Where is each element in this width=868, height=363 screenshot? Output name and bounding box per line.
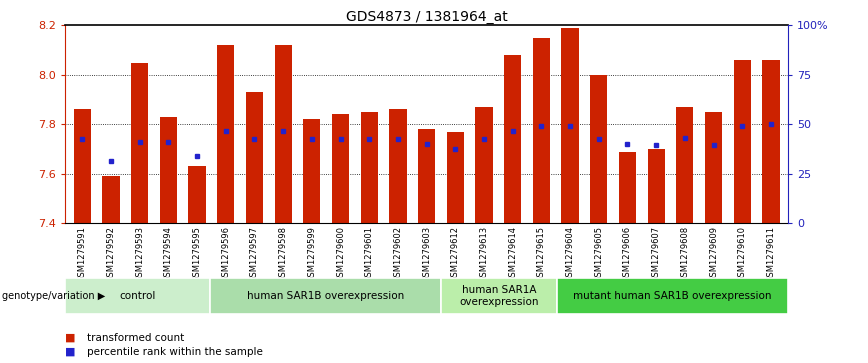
Bar [590, 75, 608, 223]
Text: control: control [119, 291, 155, 301]
Bar [648, 149, 665, 223]
Bar [441, 278, 556, 314]
Bar [210, 278, 441, 314]
Text: percentile rank within the sample: percentile rank within the sample [87, 347, 263, 357]
Bar [188, 166, 206, 223]
Text: human SAR1A
overexpression: human SAR1A overexpression [459, 285, 539, 307]
Text: ■: ■ [65, 347, 76, 357]
Bar [217, 45, 234, 223]
Bar [65, 278, 210, 314]
Text: mutant human SAR1B overexpression: mutant human SAR1B overexpression [573, 291, 772, 301]
Bar [562, 28, 579, 223]
Bar [102, 176, 120, 223]
Title: GDS4873 / 1381964_at: GDS4873 / 1381964_at [345, 11, 508, 24]
Bar [332, 114, 349, 223]
Bar [504, 55, 522, 223]
Bar [762, 60, 779, 223]
Bar [303, 119, 320, 223]
Bar [246, 92, 263, 223]
Bar [274, 45, 292, 223]
Bar [619, 151, 636, 223]
Bar [360, 112, 378, 223]
Bar [447, 132, 464, 223]
Bar [733, 60, 751, 223]
Bar [676, 107, 694, 223]
Bar [390, 110, 406, 223]
Bar [705, 112, 722, 223]
Bar [74, 110, 91, 223]
Text: ■: ■ [65, 333, 76, 343]
Text: genotype/variation ▶: genotype/variation ▶ [2, 291, 105, 301]
Bar [476, 107, 493, 223]
Bar [533, 38, 550, 223]
Bar [556, 278, 788, 314]
Bar [160, 117, 177, 223]
Text: human SAR1B overexpression: human SAR1B overexpression [247, 291, 404, 301]
Bar [131, 62, 148, 223]
Bar [418, 129, 435, 223]
Text: transformed count: transformed count [87, 333, 184, 343]
